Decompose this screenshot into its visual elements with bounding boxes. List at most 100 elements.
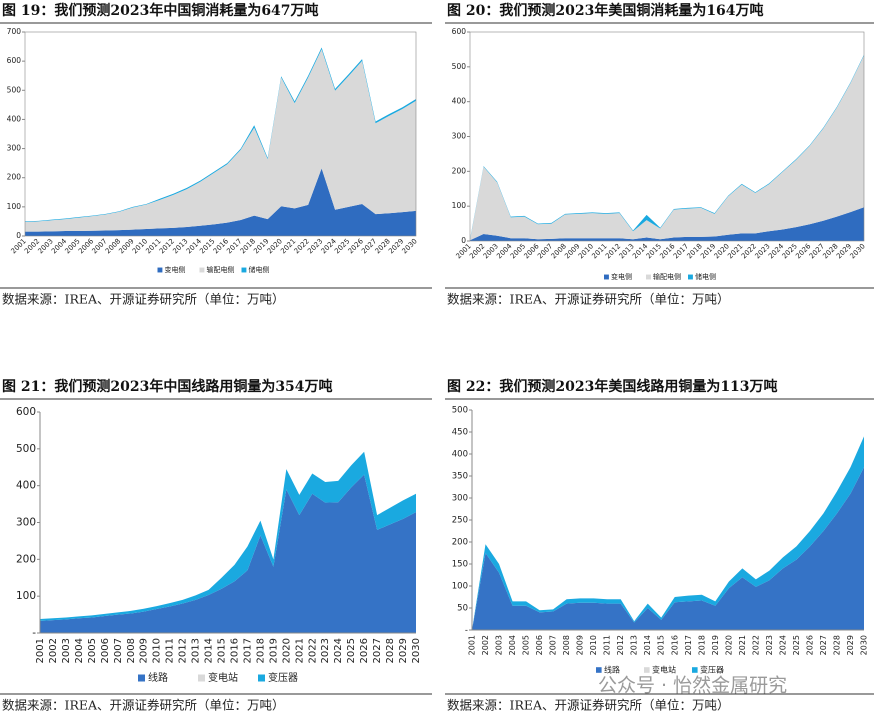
x-tick-label: 2029 [398,638,409,663]
x-tick-label: 2015 [217,638,228,663]
y-tick-label: 150 [452,560,468,570]
plot-frame [24,31,417,237]
x-tick-label: 2010 [589,635,598,655]
x-tick-label: 2006 [100,638,111,663]
x-tick-label: 2008 [562,635,571,655]
x-tick-label: 2016 [229,638,240,663]
legend-label: 储电侧 [695,272,716,281]
x-tick-label: 2011 [603,635,612,655]
chart-title: 图 21：我们预测2023年中国线路用铜量为354万吨 [2,378,333,395]
x-tick-label: 2012 [178,638,189,663]
source: 数据来源：IREA、开源证券研究所（单位：万吨） [2,698,285,713]
source: 数据来源：IREA、开源证券研究所（单位：万吨） [2,292,285,307]
y-tick-label: 600 [7,56,22,65]
x-tick-label: 2017 [684,635,693,655]
y-tick-label: 0 [461,236,466,245]
y-tick-label: 100 [452,201,467,210]
y-tick-label: 250 [452,516,468,526]
x-tick-label: 2027 [819,635,828,655]
y-tick-label: 300 [452,132,467,141]
legend-swatch [138,674,145,682]
watermark: 公众号 · 怡然金属研究 [598,675,787,697]
y-tick-label: 100 [16,590,36,602]
area [25,168,416,236]
y-tick-label: 700 [7,27,22,36]
legend-swatch [157,267,163,273]
legend-label: 变电站 [208,671,238,684]
x-tick-label: 2002 [48,638,59,663]
x-tick-label: 2009 [139,638,150,663]
x-tick-label: 2030 [401,237,419,255]
chart-title: 图 19：我们预测2023年中国铜消耗量为647万吨 [2,2,319,19]
x-tick-label: 2008 [126,638,137,663]
y-tick-label: - [32,627,36,639]
x-tick-label: 2020 [281,638,292,663]
x-tick-label: 2013 [191,638,202,663]
y-tick-label: 600 [452,27,467,36]
x-tick-label: 2026 [359,638,370,663]
y-tick-label: 500 [452,62,467,71]
area [40,474,416,633]
area [472,436,864,630]
x-tick-label: 2023 [765,635,774,655]
chart-title: 图 20：我们预测2023年美国铜消耗量为164万吨 [447,2,764,19]
x-tick-label: 2009 [576,635,585,655]
legend-label: 变压器 [700,665,724,675]
x-tick-label: 2025 [346,638,357,663]
x-tick-label: 2029 [846,635,855,655]
source: 数据来源：IREA、开源证券研究所（单位：万吨） [447,698,730,713]
legend-label: 输配电侧 [207,265,235,274]
x-tick-label: 2021 [294,638,305,663]
y-tick-label: 200 [452,538,468,548]
y-tick-label: 300 [7,144,22,153]
x-tick-label: 2015 [657,635,666,655]
x-tick-label: 2019 [711,635,720,655]
x-tick-label: 2024 [778,635,787,655]
y-tick-label: 300 [452,494,468,504]
x-tick-label: 2003 [495,635,504,655]
x-tick-label: 2024 [333,638,344,663]
legend-label: 输配电侧 [653,272,681,281]
x-tick-label: 2010 [152,638,163,663]
x-tick-label: 2022 [307,638,318,663]
x-tick-label: 2030 [411,638,422,663]
legend-swatch [646,274,651,280]
y-tick-label: - [465,626,468,636]
area [40,451,416,621]
x-tick-label: 2020 [724,635,733,655]
x-tick-label: 2018 [255,638,266,663]
legend-swatch [604,274,609,280]
x-tick-label: 2002 [481,635,490,655]
y-tick-label: 0 [16,231,21,240]
y-tick-label: 400 [7,114,22,123]
x-tick-label: 2023 [320,638,331,663]
source: 数据来源：IREA、开源证券研究所（单位：万吨） [447,292,730,307]
x-tick-label: 2005 [87,638,98,663]
legend-label: 变压器 [268,671,298,684]
y-tick-label: 100 [7,202,22,211]
x-tick-label: 2014 [643,635,652,655]
x-tick-label: 2007 [113,638,124,663]
y-tick-label: 300 [16,517,36,529]
x-tick-label: 2012 [616,635,625,655]
legend-swatch [198,674,205,682]
legend-label: 储电侧 [249,265,270,274]
x-tick-label: 2017 [242,638,253,663]
area [25,49,416,232]
x-tick-label: 2021 [738,635,747,655]
y-tick-label: 200 [452,166,467,175]
y-tick-label: 400 [452,97,467,106]
legend-swatch [644,667,650,673]
y-tick-label: 350 [452,472,468,482]
x-tick-label: 2001 [468,635,477,655]
x-tick-label: 2004 [508,635,517,655]
y-tick-label: 200 [16,553,36,565]
y-tick-label: 50 [457,604,468,614]
legend-swatch [596,667,602,673]
x-tick-label: 2004 [74,638,85,663]
area [470,207,864,241]
x-tick-label: 2001 [35,638,46,663]
legend-label: 变电侧 [611,272,632,281]
x-tick-label: 2003 [61,638,72,663]
y-tick-label: 500 [452,406,468,416]
